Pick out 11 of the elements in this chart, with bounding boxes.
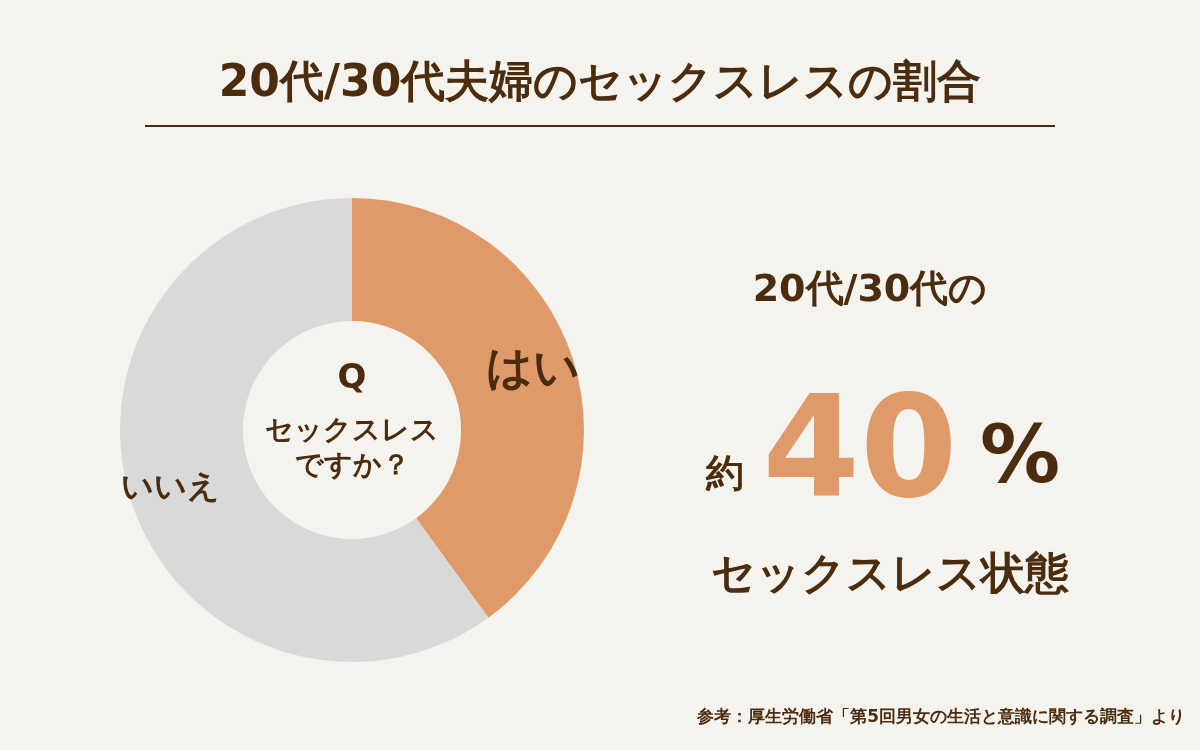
text: セックスレスですか？ [264, 412, 440, 482]
text: % [978, 407, 1062, 503]
text: 約 [704, 450, 745, 497]
text: 20代/30代の [751, 265, 989, 312]
slice-label: いいえ [121, 467, 221, 506]
text: セックスレス状態 [710, 546, 1070, 600]
text: 参考：厚生労働省「第5回男女の生活と意識に関する調査」より [696, 706, 1185, 728]
chart-title: 20代/30代夫婦のセックスレスの割合 [145, 52, 1055, 127]
text: 40 [761, 365, 959, 531]
text: Q [336, 355, 368, 398]
slice-label: はい [486, 340, 581, 395]
